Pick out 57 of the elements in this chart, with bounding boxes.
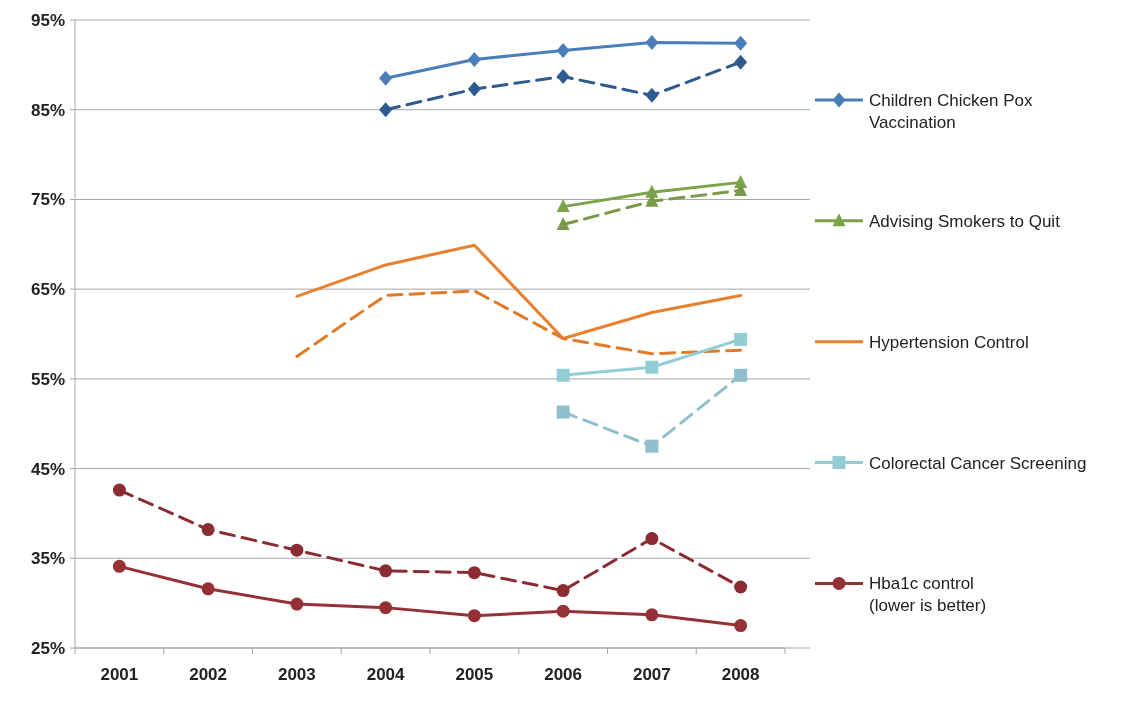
point	[467, 81, 481, 97]
point	[556, 405, 570, 419]
point	[379, 564, 393, 578]
point	[734, 35, 748, 51]
point	[734, 580, 748, 594]
point	[556, 199, 570, 213]
y-tick-label: 85%	[30, 100, 65, 120]
point	[556, 584, 570, 598]
y-tick-label: 25%	[30, 638, 65, 658]
point	[645, 193, 659, 207]
point	[734, 368, 748, 382]
point	[556, 604, 570, 618]
point	[734, 54, 748, 70]
y-tick-label: 65%	[30, 280, 65, 300]
x-tick-label: 2006	[544, 665, 583, 684]
point	[379, 102, 393, 118]
point	[112, 483, 126, 497]
x-tick-label: 2007	[632, 665, 671, 684]
x-tick-label: 2008	[721, 665, 760, 684]
point	[556, 69, 570, 85]
point	[645, 87, 659, 103]
legend-label: Hba1c control (lower is better)	[869, 574, 987, 616]
point	[556, 368, 570, 382]
legend-label: Children Chicken Pox Vaccination	[869, 90, 1033, 133]
legend-label: Hypertension Control	[869, 332, 1029, 352]
point	[645, 439, 659, 453]
point	[645, 608, 659, 622]
point	[467, 51, 481, 67]
point	[734, 619, 748, 633]
x-tick-label: 2001	[100, 665, 139, 684]
point	[645, 532, 659, 546]
y-tick-label: 95%	[30, 10, 65, 30]
y-tick-label: 55%	[30, 369, 65, 389]
x-tick-label: 2005	[455, 665, 494, 684]
point	[290, 597, 304, 611]
legend-label: Colorectal Cancer Screening	[869, 453, 1087, 473]
point	[645, 34, 659, 50]
point	[379, 601, 393, 615]
y-tick-label: 75%	[30, 190, 65, 210]
point	[556, 43, 570, 58]
y-tick-label: 35%	[30, 549, 65, 569]
point	[556, 217, 570, 231]
point	[645, 360, 659, 374]
point	[467, 566, 481, 580]
y-tick-label: 45%	[30, 459, 65, 479]
point	[112, 559, 126, 573]
x-tick-label: 2004	[366, 665, 406, 684]
point	[734, 332, 748, 346]
point	[379, 70, 393, 86]
x-tick-label: 2003	[277, 665, 316, 684]
point	[290, 543, 304, 557]
point	[201, 523, 215, 537]
point	[467, 609, 481, 623]
x-tick-label: 2002	[189, 665, 228, 684]
point	[201, 582, 215, 596]
legend-label: Advising Smokers to Quit	[869, 211, 1061, 231]
point	[734, 182, 748, 196]
